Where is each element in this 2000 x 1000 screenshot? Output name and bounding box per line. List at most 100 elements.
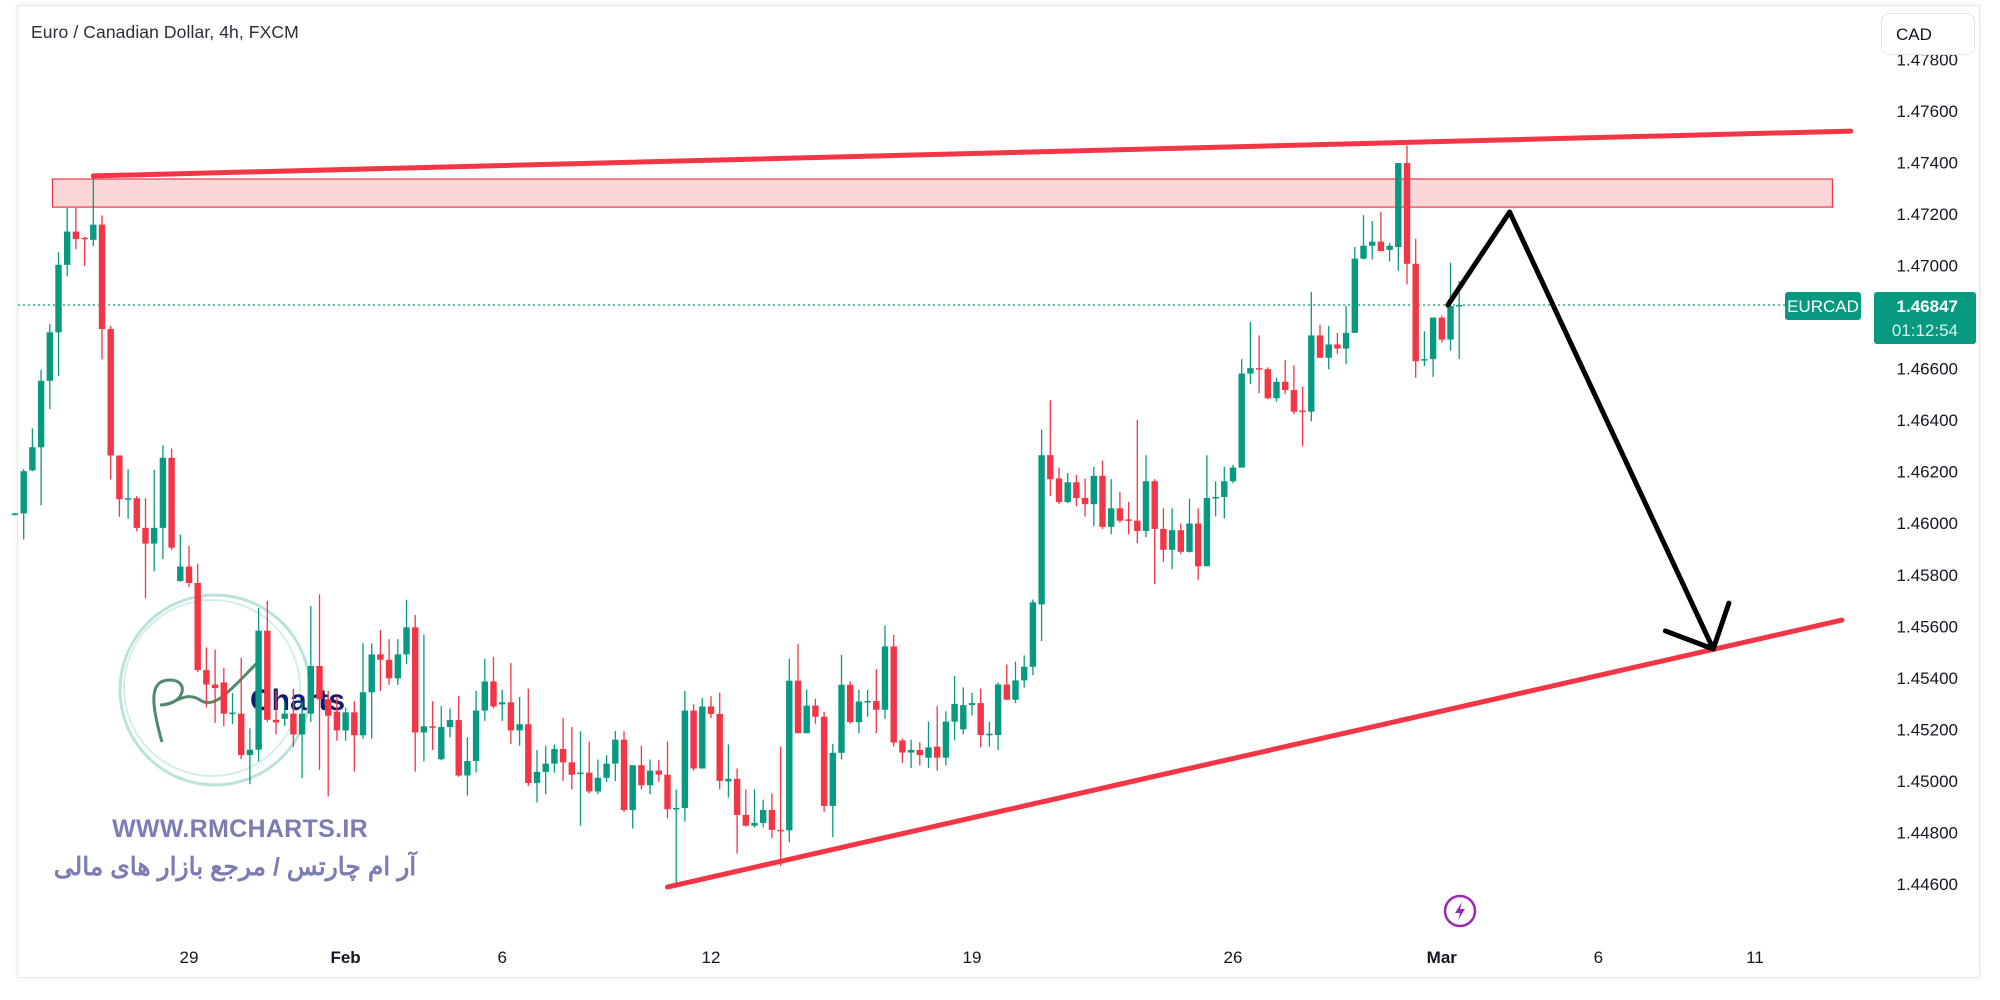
support-trendline[interactable] bbox=[665, 617, 1845, 890]
candle bbox=[760, 799, 767, 828]
candle bbox=[603, 755, 610, 782]
candle-body bbox=[803, 705, 810, 734]
supply-zone-rectangle[interactable] bbox=[51, 178, 1834, 208]
candle bbox=[1029, 599, 1037, 676]
candle-body bbox=[325, 699, 332, 716]
resistance-trendline[interactable] bbox=[90, 128, 1854, 179]
candle bbox=[1186, 498, 1193, 553]
candle bbox=[211, 649, 219, 723]
candle bbox=[847, 681, 854, 724]
candle-body bbox=[1447, 306, 1454, 340]
lightning-icon[interactable] bbox=[1443, 894, 1477, 928]
price-axis[interactable]: 1.47800 1.47600 1.47400 1.47200 1.47000 1.466… bbox=[1897, 50, 1958, 893]
price-tick-label: 1.45400 bbox=[1897, 669, 1958, 688]
candle bbox=[620, 731, 628, 813]
candle-body bbox=[916, 749, 923, 756]
candle-body bbox=[333, 711, 341, 731]
candle bbox=[151, 469, 158, 572]
candle-body bbox=[1195, 523, 1202, 567]
candle-body bbox=[412, 627, 419, 733]
candle bbox=[1081, 478, 1089, 517]
candle-body bbox=[646, 770, 654, 786]
candle bbox=[716, 692, 723, 790]
candle-body bbox=[760, 810, 767, 823]
date-tick-label: 29 bbox=[180, 948, 199, 967]
drawings-layer[interactable] bbox=[90, 128, 1854, 890]
candle-body bbox=[281, 713, 288, 719]
candle bbox=[1064, 472, 1071, 503]
candle bbox=[655, 760, 662, 782]
candle bbox=[1447, 262, 1454, 351]
drawings-zone-layer bbox=[51, 178, 1834, 208]
candle-body bbox=[1282, 381, 1289, 391]
candle-body bbox=[151, 527, 158, 544]
candle-body bbox=[1090, 475, 1097, 505]
candle-body bbox=[1108, 508, 1115, 527]
candle-body bbox=[1125, 519, 1132, 521]
candle bbox=[533, 749, 541, 803]
candle bbox=[934, 706, 941, 771]
candle-body bbox=[568, 762, 575, 775]
candle-body bbox=[986, 733, 993, 736]
candle bbox=[37, 369, 45, 506]
candle bbox=[551, 744, 558, 773]
candle bbox=[281, 701, 288, 727]
chart-title: Euro / Canadian Dollar, 4h, FXCM bbox=[31, 22, 299, 42]
price-tick-label: 1.47000 bbox=[1897, 257, 1958, 276]
candle bbox=[638, 745, 645, 790]
candle bbox=[525, 688, 532, 787]
candle bbox=[986, 721, 993, 747]
date-tick-label: 26 bbox=[1224, 948, 1243, 967]
candle-body bbox=[612, 739, 619, 764]
candle bbox=[594, 759, 602, 795]
candle bbox=[1047, 400, 1054, 496]
candle-body bbox=[1221, 481, 1228, 497]
candle-body bbox=[1229, 467, 1237, 482]
projection-arrow-path[interactable] bbox=[1445, 209, 1716, 652]
candle bbox=[751, 789, 758, 828]
candle bbox=[333, 696, 341, 741]
candle bbox=[316, 594, 323, 770]
date-tick-label: 11 bbox=[1746, 948, 1764, 967]
candle-body bbox=[794, 680, 802, 734]
last-price-text: 1.46847 bbox=[1897, 297, 1958, 316]
candle-body bbox=[194, 583, 201, 671]
price-tick-label: 1.45200 bbox=[1897, 720, 1958, 739]
candle-body bbox=[168, 457, 175, 548]
candle bbox=[11, 512, 19, 516]
candle-body bbox=[699, 706, 706, 769]
candle bbox=[220, 668, 227, 727]
watermark-tagline: آر ام چارتس / مرجع بازار های مالی bbox=[53, 853, 417, 881]
arrow-head-icon[interactable] bbox=[1662, 600, 1732, 652]
candle-body bbox=[838, 684, 845, 753]
candle bbox=[1316, 324, 1324, 358]
candle-body bbox=[638, 765, 645, 786]
candle-body bbox=[551, 748, 558, 764]
candle-body bbox=[1021, 666, 1028, 681]
candle-body bbox=[37, 380, 45, 448]
time-axis[interactable]: 29 Feb 6 12 19 26 Mar 6 11 bbox=[180, 948, 1764, 967]
candle bbox=[1142, 455, 1150, 538]
candle bbox=[1212, 481, 1219, 517]
candle-body bbox=[881, 646, 889, 710]
price-tick-label: 1.45600 bbox=[1897, 617, 1958, 636]
candle bbox=[298, 701, 306, 779]
candle bbox=[481, 658, 488, 721]
candle bbox=[881, 625, 889, 719]
candle bbox=[490, 656, 497, 709]
candle bbox=[977, 688, 984, 748]
currency-button[interactable]: CAD bbox=[1881, 13, 1975, 55]
candle-body bbox=[472, 710, 480, 762]
candle-body bbox=[368, 654, 375, 693]
date-tick-label: 6 bbox=[1594, 948, 1603, 967]
candle bbox=[1125, 502, 1132, 535]
candle bbox=[855, 689, 863, 734]
candle-body bbox=[159, 457, 167, 528]
candle bbox=[159, 445, 167, 560]
candle bbox=[238, 657, 245, 760]
candle bbox=[185, 545, 193, 588]
candle-body bbox=[1081, 497, 1089, 505]
candle bbox=[264, 600, 271, 722]
candle-body bbox=[594, 777, 602, 792]
